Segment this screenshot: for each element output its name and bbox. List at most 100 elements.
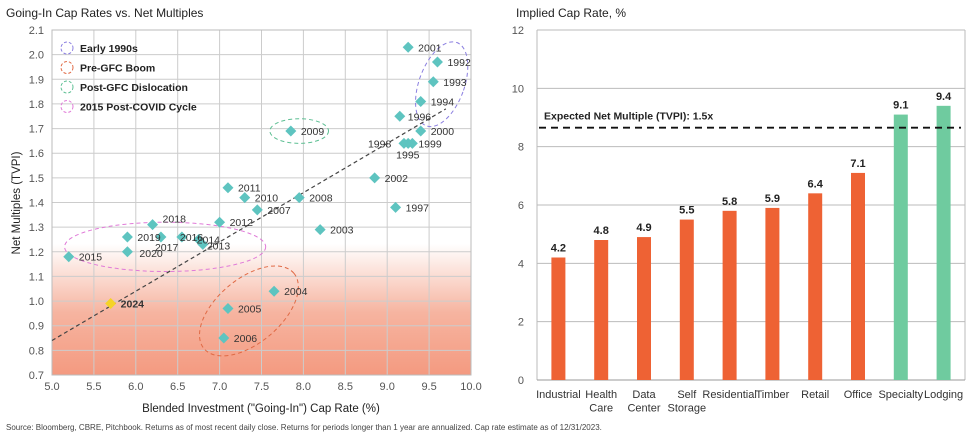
diamond-marker: [268, 285, 280, 297]
scatter-point: 2004: [268, 285, 308, 298]
point-label: 2012: [230, 217, 254, 229]
bar-value-label: 6.4: [808, 178, 824, 190]
scatter-trendline: [51, 108, 447, 342]
bar-y-tick-label: 6: [518, 200, 524, 212]
scatter-x-tick-label: 8.0: [296, 381, 311, 393]
point-label: 1995: [396, 149, 420, 161]
scatter-point: 1992: [431, 56, 471, 69]
bar-chart: Implied Cap Rate, % 0 2 4 6 8 10 12 4.2 4.8 4.9 5…: [512, 6, 966, 415]
point-label: 2011: [238, 183, 261, 195]
point-label: 1992: [447, 57, 471, 69]
bar: [679, 219, 694, 380]
scatter-y-axis-label: Net Multiples (TVPI): [11, 151, 23, 254]
bar-value-label: 4.9: [636, 222, 651, 234]
scatter-point: 2002: [369, 172, 408, 185]
scatter-y-tick-label: 1.4: [29, 198, 44, 210]
bar-category-label: Retail: [801, 389, 829, 401]
diamond-marker: [314, 224, 326, 236]
point-label: 2000: [431, 126, 455, 138]
diamond-marker: [427, 76, 439, 88]
point-label: 1997: [406, 202, 430, 214]
legend-label: Early 1990s: [80, 43, 138, 55]
scatter-point: 2006: [218, 332, 258, 345]
bar: [722, 210, 737, 380]
legend-ellipse-icon: [60, 100, 74, 113]
point-label: 2015: [79, 252, 103, 264]
bar-value-label: 4.8: [594, 225, 609, 237]
point-label: 2013: [207, 240, 231, 252]
bar-value-label: 7.1: [850, 158, 865, 170]
diamond-marker: [121, 246, 133, 258]
point-label: 2018: [163, 214, 187, 226]
bar-category-label: Lodging: [924, 389, 963, 401]
scatter-point: 2016: [176, 231, 204, 244]
diamond-marker: [218, 332, 230, 344]
scatter-legend: Early 1990s Pre-GFC Boom Post-GFC Dislocat…: [60, 41, 197, 114]
legend-label: Post-GFC Dislocation: [80, 82, 188, 94]
bar-item: 4.8: [594, 225, 609, 380]
bar-y-tick-label: 8: [518, 142, 524, 154]
bar-category-label: Industrial: [536, 389, 581, 401]
bar-category-label: Self: [677, 389, 697, 401]
scatter-point: 2010: [239, 192, 278, 205]
scatter-y-tick-label: 0.9: [29, 321, 44, 333]
diamond-marker: [239, 192, 251, 204]
bar-item: 6.4: [808, 178, 824, 380]
point-label: 2006: [234, 333, 258, 345]
scatter-y-tick-label: 2.0: [29, 50, 44, 62]
bar-grid: [536, 29, 966, 381]
group-ellipse: [415, 41, 469, 128]
bar: [594, 240, 609, 380]
bar: [637, 237, 651, 380]
point-label: 2020: [139, 248, 163, 260]
scatter-point: 2003: [314, 224, 354, 237]
bar-y-tick-label: 10: [512, 83, 524, 95]
bar-value-label: 9.1: [893, 100, 908, 112]
diamond-marker: [147, 219, 159, 231]
bar-category-label: Office: [844, 389, 873, 401]
bar-category-label: Care: [589, 403, 613, 415]
bar-y-tick-label: 0: [518, 375, 524, 387]
scatter-point: 2017: [155, 231, 178, 254]
scatter-y-tick-label: 0.7: [29, 370, 44, 382]
scatter-x-tick-label: 7.5: [254, 381, 269, 393]
scatter-y-tick-label: 1.9: [29, 74, 44, 86]
diamond-marker: [369, 172, 381, 184]
scatter-y-ticks: 0.7 0.8 0.9 1.0 1.1 1.2 1.3 1.4 1.5 1.6 1.7 1.8 1.9 2…: [29, 25, 44, 382]
diamond-marker: [155, 231, 167, 243]
scatter-x-tick-label: 9.0: [380, 381, 395, 393]
point-label: 2008: [309, 193, 333, 205]
scatter-x-tick-label: 7.0: [212, 381, 227, 393]
scatter-y-tick-label: 2.1: [29, 25, 44, 37]
group-ellipse: [64, 221, 267, 273]
legend-ellipse-icon: [60, 61, 74, 74]
bar-category-label: Center: [627, 403, 660, 415]
scatter-point: 2024: [105, 298, 144, 311]
scatter-point: 2001: [402, 41, 442, 54]
bar-value-label: 4.2: [551, 243, 566, 255]
diamond-marker: [394, 110, 406, 122]
diamond-marker: [176, 231, 188, 243]
bar: [936, 105, 951, 380]
diamond-marker: [193, 233, 205, 245]
scatter-chart: Going-In Cap Rates vs. Net Multiples 0.7…: [6, 6, 482, 415]
point-label: 2019: [137, 232, 161, 244]
scatter-point: 1999: [406, 137, 442, 150]
point-label: 2016: [180, 232, 204, 244]
diamond-marker: [431, 56, 443, 68]
bar: [765, 207, 780, 380]
bar-value-label: 5.9: [765, 193, 780, 205]
bar-item: 4.2: [551, 243, 566, 380]
bar-y-ticks: 0 2 4 6 8 10 12: [512, 25, 524, 387]
bar-y-tick-label: 12: [512, 25, 524, 37]
scatter-point: 2018: [147, 214, 186, 231]
diamond-marker: [121, 231, 133, 243]
scatter-point: 1993: [427, 76, 467, 89]
diamond-marker: [214, 216, 226, 228]
reference-line-label: Expected Net Multiple (TVPI): 1.5x: [544, 111, 713, 123]
bar-title: Implied Cap Rate, %: [516, 6, 626, 20]
bar-value-label: 9.4: [936, 91, 952, 103]
scatter-point: 2015: [63, 251, 102, 264]
point-label: 2005: [238, 303, 262, 315]
